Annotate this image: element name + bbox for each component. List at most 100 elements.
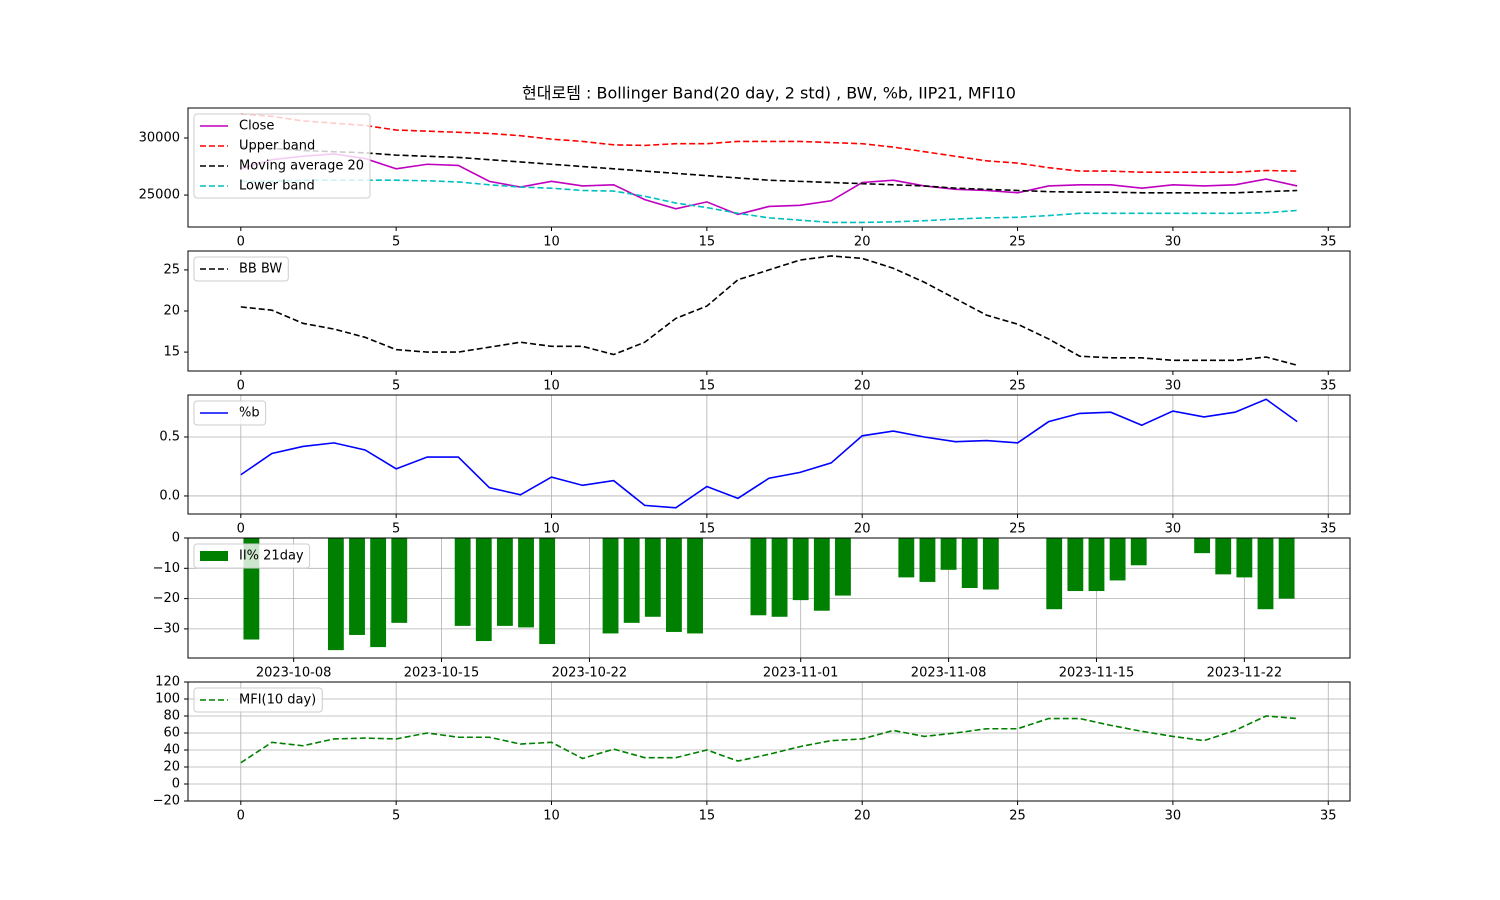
x-tick-label: 2023-11-15	[1059, 666, 1135, 681]
bar	[813, 538, 830, 611]
legend: II% 21day	[193, 543, 311, 569]
line	[240, 146, 1298, 194]
bar	[1194, 538, 1211, 554]
line	[240, 255, 1298, 367]
x-tick-label: 15	[699, 522, 716, 537]
bar	[687, 538, 703, 634]
x-tick-label: 20	[854, 809, 871, 824]
bar	[961, 538, 978, 588]
bar	[1046, 538, 1063, 610]
legend: MFI(10 day)	[193, 687, 323, 713]
legend-label: Upper band	[239, 139, 315, 154]
y-tick-label: 15	[163, 345, 180, 360]
x-tick-label: 5	[392, 809, 400, 824]
y-tick-label: 25000	[139, 188, 180, 203]
bar	[750, 538, 767, 616]
bar	[1236, 538, 1253, 578]
legend-label: Lower band	[239, 179, 315, 194]
x-tick-label: 30	[1165, 235, 1182, 250]
figure-title: 현대로템 : Bollinger Band(20 day, 2 std) , B…	[522, 84, 1016, 103]
bar	[1278, 538, 1295, 599]
legend: %b	[193, 400, 267, 426]
legend: Close Upper band Moving average 20 Lower ba…	[193, 113, 371, 199]
x-tick-label: 2023-10-22	[552, 666, 628, 681]
x-tick-label: 20	[854, 522, 871, 537]
bar	[475, 538, 492, 642]
bar	[1215, 538, 1232, 575]
x-tick-label: 35	[1320, 379, 1337, 394]
x-tick-label: 30	[1165, 522, 1182, 537]
x-tick-label: 2023-10-08	[256, 666, 332, 681]
x-tick-label: 15	[699, 379, 716, 394]
bar	[771, 538, 788, 617]
bar	[644, 538, 661, 617]
y-tick-label: 0.0	[159, 488, 180, 503]
x-tick-label: 25	[1009, 809, 1026, 824]
x-tick-label: 0	[237, 379, 245, 394]
axes-frame	[187, 394, 1351, 515]
bar	[370, 538, 387, 648]
x-tick-label: 30	[1165, 379, 1182, 394]
y-tick-label: 0.5	[159, 429, 180, 444]
legend-label: Moving average 20	[239, 159, 364, 174]
bar	[602, 538, 619, 634]
x-tick-label: 10	[543, 235, 560, 250]
x-tick-label: 25	[1009, 522, 1026, 537]
line	[240, 179, 1298, 224]
bar	[1130, 538, 1147, 566]
legend-box	[193, 543, 311, 569]
legend-box	[193, 687, 323, 713]
bar	[539, 538, 556, 645]
bar	[496, 538, 513, 626]
x-tick-label: 0	[237, 522, 245, 537]
subplot: 2023-10-08 2023-10-15 2023-10-22 2023-11-01…	[153, 531, 1351, 681]
bar	[518, 538, 534, 628]
legend: BB BW	[193, 256, 289, 282]
x-tick-label: 35	[1320, 235, 1337, 250]
x-tick-label: 5	[392, 379, 400, 394]
axes-frame	[187, 250, 1351, 372]
x-tick-label: 25	[1009, 235, 1026, 250]
legend-swatch	[200, 551, 228, 561]
bar	[982, 538, 999, 590]
legend-box	[193, 400, 267, 426]
x-tick-label: 10	[543, 809, 560, 824]
x-tick-label: 10	[543, 522, 560, 537]
legend-label: %b	[239, 406, 260, 421]
legend-box	[193, 113, 371, 199]
y-tick-label: 80	[163, 709, 180, 724]
x-tick-label: 20	[854, 379, 871, 394]
subplot: 0 5 10 15 20 25 30 35 0.0 0.5 %b	[159, 394, 1351, 537]
y-tick-label: 30000	[139, 131, 180, 146]
bar	[898, 538, 915, 578]
x-tick-label: 15	[699, 235, 716, 250]
bar	[1088, 538, 1105, 592]
axes-frame	[187, 681, 1351, 802]
y-tick-label: −20	[153, 794, 180, 809]
x-tick-label: 10	[543, 379, 560, 394]
x-tick-label: 25	[1009, 379, 1026, 394]
x-tick-label: 35	[1320, 809, 1337, 824]
x-tick-label: 0	[237, 235, 245, 250]
subplot: 0 5 10 15 20 25 30 35 −20 0 20 40 60 80 100 120 MFI(10 d…	[153, 675, 1351, 824]
y-tick-label: 120	[155, 675, 180, 690]
x-tick-label: 0	[237, 809, 245, 824]
axes-frame	[187, 107, 1351, 228]
bar	[792, 538, 809, 601]
y-tick-label: 0	[172, 777, 180, 792]
bar	[327, 538, 344, 651]
x-tick-label: 5	[392, 235, 400, 250]
bar	[919, 538, 936, 582]
y-tick-label: 20	[163, 304, 180, 319]
bar	[1067, 538, 1084, 592]
bar	[391, 538, 408, 623]
y-tick-label: −10	[153, 561, 180, 576]
bar	[835, 538, 851, 596]
x-tick-label: 2023-11-01	[763, 666, 839, 681]
subplot: 0 5 10 15 20 25 30 35 25000 30000 Close Upper band M…	[139, 107, 1351, 250]
x-tick-label: 2023-11-22	[1207, 666, 1283, 681]
bar	[666, 538, 682, 632]
x-tick-label: 35	[1320, 522, 1337, 537]
x-tick-label: 30	[1165, 809, 1182, 824]
